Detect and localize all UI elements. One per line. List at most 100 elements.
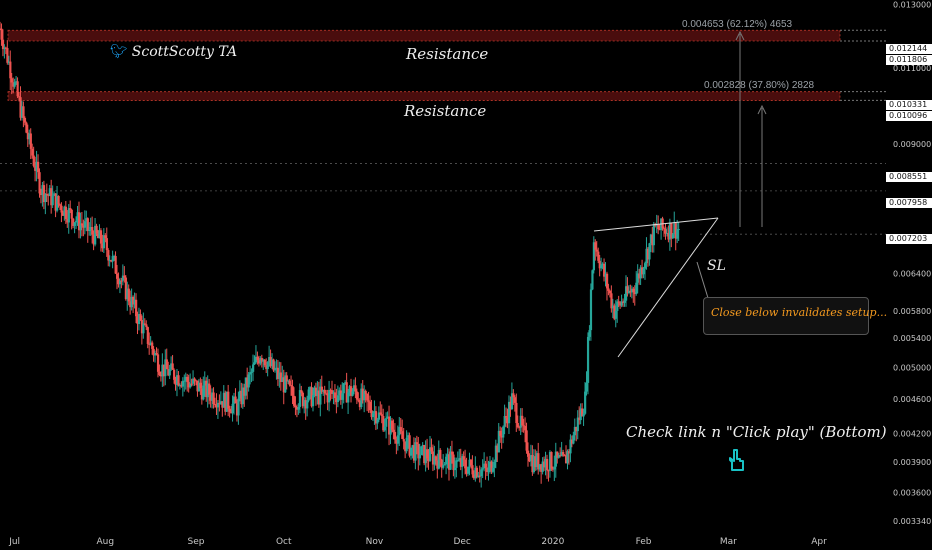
candle-body bbox=[149, 342, 152, 345]
candle-body bbox=[544, 458, 547, 468]
candle-body bbox=[199, 382, 202, 389]
y-tick-label: 0.004600 bbox=[893, 395, 931, 404]
invalidation-note-box[interactable] bbox=[703, 297, 869, 335]
candle-body bbox=[19, 97, 22, 118]
candle-body bbox=[553, 466, 556, 470]
call-to-action-text: Check link n "Click play" (Bottom) bbox=[626, 423, 887, 441]
candle-body bbox=[433, 456, 436, 465]
candle-body bbox=[16, 81, 19, 97]
candle-body bbox=[184, 376, 187, 381]
x-axis[interactable]: Jul Aug Sep Oct Nov Dec 2020 Feb Mar Apr bbox=[8, 537, 827, 547]
pointing-hand-icon bbox=[729, 449, 744, 471]
candle-body bbox=[181, 380, 185, 387]
candle-body bbox=[442, 465, 445, 468]
candle-body bbox=[418, 454, 421, 459]
candle-body bbox=[10, 78, 13, 83]
candle-body bbox=[159, 374, 163, 377]
candle-body bbox=[196, 380, 199, 392]
candle-body bbox=[158, 371, 161, 375]
y-tick-label: 0.003340 bbox=[893, 517, 931, 526]
candle-body bbox=[667, 232, 670, 240]
candle-body bbox=[102, 235, 106, 249]
candle-body bbox=[513, 397, 517, 403]
candle-body bbox=[48, 188, 51, 196]
candle-body bbox=[390, 420, 394, 430]
candle-body bbox=[212, 392, 215, 404]
candle-body bbox=[453, 467, 457, 471]
candle-body bbox=[136, 316, 139, 325]
candle-body bbox=[388, 416, 391, 435]
candle-body bbox=[306, 400, 309, 409]
candle-body bbox=[39, 193, 43, 195]
candle-body bbox=[541, 461, 544, 472]
candle-body bbox=[624, 286, 628, 301]
candle-body bbox=[168, 369, 171, 376]
candle-body bbox=[146, 327, 149, 344]
candle-body bbox=[488, 461, 492, 468]
candle-body bbox=[546, 458, 549, 471]
candle-body bbox=[165, 359, 168, 370]
y-tick-label: 0.011000 bbox=[893, 64, 931, 73]
candle-body bbox=[13, 82, 16, 87]
candle-body bbox=[493, 462, 496, 468]
candle-body bbox=[629, 290, 632, 293]
candle-body bbox=[105, 238, 108, 251]
candle-body bbox=[429, 447, 432, 461]
candle-body bbox=[230, 411, 233, 414]
candle-body bbox=[178, 385, 182, 387]
candle-body bbox=[333, 392, 337, 399]
candle-body bbox=[462, 456, 465, 460]
candle-body bbox=[247, 374, 250, 388]
candle-body bbox=[227, 391, 230, 409]
candle-body bbox=[69, 208, 72, 210]
candle-body bbox=[221, 401, 224, 408]
resistance-zone bbox=[7, 29, 841, 42]
candle-body bbox=[655, 224, 658, 226]
candle-body bbox=[215, 404, 218, 408]
candle-body bbox=[497, 430, 500, 453]
price-tag-r1-top: 0.012144 bbox=[886, 44, 932, 54]
candle-body bbox=[499, 430, 502, 436]
candle-body bbox=[197, 382, 201, 392]
candle-body bbox=[291, 386, 294, 396]
candle-body bbox=[140, 320, 144, 334]
candle-body bbox=[674, 223, 677, 239]
candle-body bbox=[298, 390, 302, 407]
candle-body bbox=[279, 372, 283, 382]
candle-body bbox=[529, 455, 533, 462]
candle-body bbox=[162, 364, 166, 377]
brand-label: 🐦︎ ScottScotty TA bbox=[110, 44, 237, 60]
candle-body bbox=[525, 430, 528, 451]
candle-body bbox=[414, 442, 417, 461]
candle-body bbox=[639, 267, 642, 279]
candle-body bbox=[294, 405, 297, 408]
candle-body bbox=[573, 426, 576, 436]
candle-body bbox=[649, 234, 653, 244]
candle-body bbox=[506, 417, 509, 424]
candle-body bbox=[461, 456, 464, 467]
candle-body bbox=[613, 305, 616, 319]
candle-body bbox=[374, 411, 378, 424]
candle-body bbox=[310, 387, 313, 407]
candle-body bbox=[670, 222, 673, 239]
candle-body bbox=[325, 393, 328, 395]
measure-label-lower: 0.002828 (37.80%) 2828 bbox=[704, 80, 815, 91]
candle-body bbox=[113, 255, 116, 257]
candle-body bbox=[641, 267, 644, 275]
candle-body bbox=[427, 458, 430, 461]
candle-body bbox=[80, 223, 84, 226]
candle-body bbox=[342, 383, 345, 394]
candle-body bbox=[572, 435, 575, 444]
y-axis[interactable]: 0.0130000.0110000.0100000.0090000.007000… bbox=[893, 0, 931, 525]
candle-body bbox=[652, 224, 655, 246]
candle-body bbox=[266, 362, 269, 370]
candle-body bbox=[623, 300, 626, 303]
candle-body bbox=[57, 195, 60, 205]
candle-body bbox=[70, 209, 73, 219]
candle-body bbox=[73, 222, 76, 226]
candle-body bbox=[464, 459, 467, 469]
candle-body bbox=[186, 376, 189, 383]
candle-body bbox=[450, 451, 454, 455]
candle-body bbox=[668, 222, 672, 240]
candle-body bbox=[44, 193, 47, 203]
